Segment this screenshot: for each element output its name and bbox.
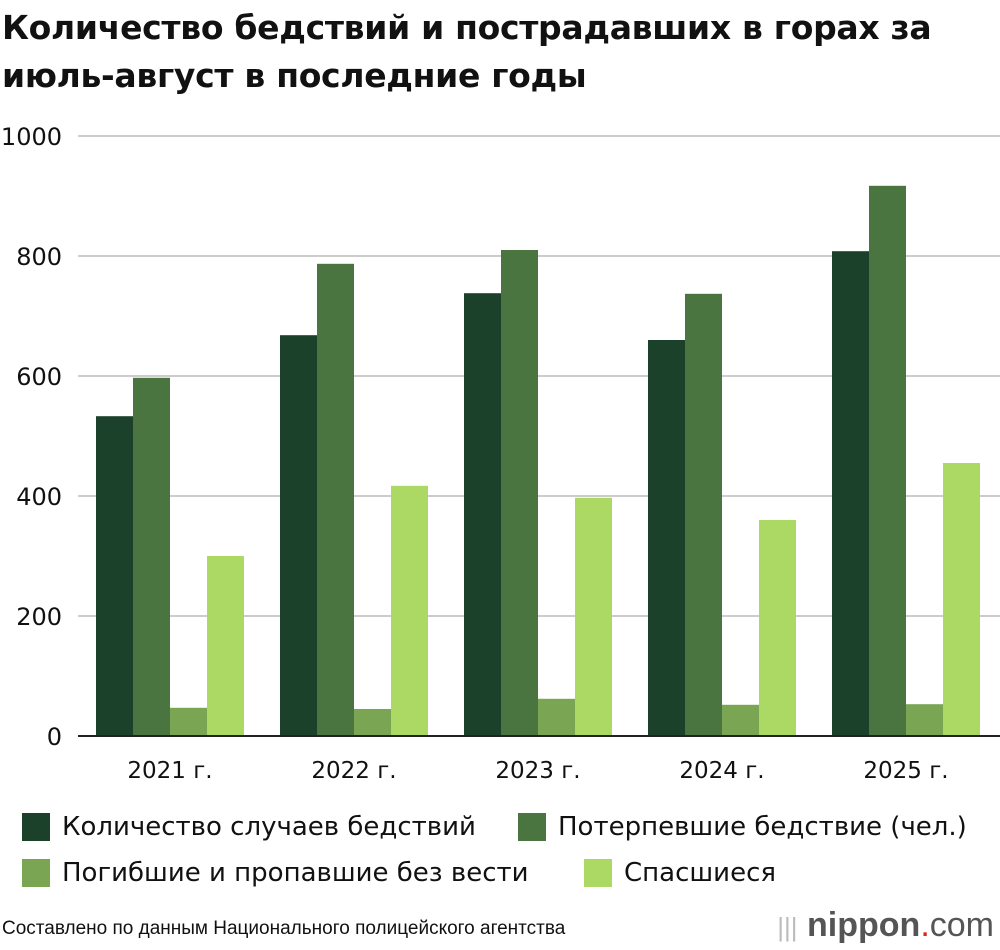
- x-tick-label: 2025 г.: [863, 758, 948, 784]
- y-tick-label: 600: [16, 363, 62, 391]
- source-note: Составлено по данным Национального полиц…: [2, 918, 566, 939]
- bar: [207, 556, 244, 736]
- legend-label: Потерпевшие бедствие (чел.): [558, 812, 967, 842]
- bar: [832, 251, 869, 736]
- nippon-logo: ||| nippon.com: [777, 906, 994, 944]
- bar: [354, 709, 391, 736]
- chart-title: Количество бедствий и пострадавших в гор…: [2, 8, 932, 95]
- bar: [648, 340, 685, 736]
- bar: [133, 377, 170, 736]
- bar: [317, 263, 354, 736]
- bar: [685, 293, 722, 736]
- bar: [538, 698, 575, 736]
- legend-label: Спасшиеся: [624, 858, 777, 888]
- x-tick-label: 2023 г.: [495, 758, 580, 784]
- bar: [759, 520, 796, 736]
- bar: [96, 416, 133, 736]
- legend-swatch: [518, 813, 546, 841]
- bar: [943, 463, 980, 736]
- legend-item: Погибшие и пропавшие без вести: [22, 858, 529, 888]
- x-tick-label: 2021 г.: [127, 758, 212, 784]
- legend-label: Количество случаев бедствий: [62, 812, 476, 842]
- bar: [906, 704, 943, 736]
- legend-item: Количество случаев бедствий: [22, 812, 476, 842]
- y-tick-label: 800: [16, 243, 62, 271]
- legend-label: Погибшие и пропавшие без вести: [62, 858, 529, 888]
- bar: [501, 250, 538, 736]
- bar: [575, 497, 612, 736]
- bar: [391, 485, 428, 736]
- bar: [869, 185, 906, 737]
- x-tick-label: 2024 г.: [679, 758, 764, 784]
- bar-chart: 0 200 400 600 800 1000 2021 г. 2022 г. 2023 г. 20…: [1, 123, 1000, 784]
- y-tick-label: 0: [47, 723, 62, 751]
- y-tick-label: 200: [16, 603, 62, 631]
- x-tick-label: 2022 г.: [311, 758, 396, 784]
- bar: [170, 707, 207, 736]
- legend-item: Потерпевшие бедствие (чел.): [518, 812, 967, 842]
- legend-swatch: [22, 813, 50, 841]
- legend-swatch: [584, 859, 612, 887]
- legend-item: Спасшиеся: [584, 858, 776, 888]
- legend-swatch: [22, 859, 50, 887]
- y-tick-label: 1000: [1, 123, 62, 151]
- bar: [722, 704, 759, 736]
- bar: [464, 293, 501, 736]
- bar: [280, 335, 317, 736]
- y-tick-label: 400: [16, 483, 62, 511]
